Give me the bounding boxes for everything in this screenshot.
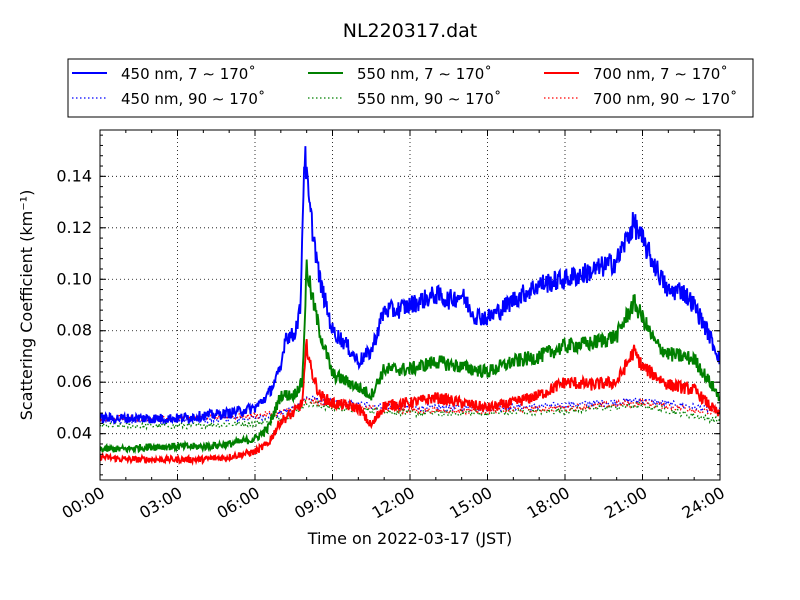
x-tick-label: 21:00 [601,483,650,523]
series-line [100,259,720,455]
y-axis-label: Scattering Coefficient (km⁻¹) [17,190,36,421]
y-tick-label: 0.06 [56,372,92,391]
plot-lines [100,146,720,466]
x-tick-labels: 00:00 03:00 06:00 09:00 12:00 15:00 18:00 21:00… [59,483,728,523]
x-tick-label: 06:00 [214,483,263,523]
legend-label: 550 nm, 7 ∼ 170˚ [357,65,492,83]
y-tick-label: 0.10 [56,269,92,288]
legend-label: 700 nm, 90 ∼ 170˚ [593,90,737,108]
x-tick-label: 03:00 [136,483,185,523]
series-line [100,338,720,466]
x-tick-label: 15:00 [446,483,495,523]
y-tick-label: 0.08 [56,321,92,340]
x-tick-label: 12:00 [369,483,418,523]
x-axis-label: Time on 2022-03-17 (JST) [307,529,512,548]
series-line [100,146,720,425]
ticks [99,130,721,480]
x-tick-label: 00:00 [59,483,108,523]
x-tick-label: 18:00 [524,483,573,523]
legend-box [67,58,754,118]
y-tick-labels: 0.04 0.06 0.08 0.10 0.12 0.14 [56,166,92,442]
x-tick-label: 24:00 [679,483,728,523]
legend: 450 nm, 7 ∼ 170˚ 450 nm, 90 ∼ 170˚ 550 nm,… [67,58,754,118]
legend-label: 450 nm, 90 ∼ 170˚ [121,90,265,108]
legend-label: 550 nm, 90 ∼ 170˚ [357,90,501,108]
chart-title: NL220317.dat [343,20,478,42]
x-tick-label: 09:00 [291,483,340,523]
y-tick-label: 0.04 [56,424,92,443]
series-line [100,398,720,431]
y-tick-label: 0.12 [56,218,92,237]
legend-label: 700 nm, 7 ∼ 170˚ [593,65,728,83]
legend-label: 450 nm, 7 ∼ 170˚ [121,65,256,83]
y-tick-label: 0.14 [56,166,92,185]
